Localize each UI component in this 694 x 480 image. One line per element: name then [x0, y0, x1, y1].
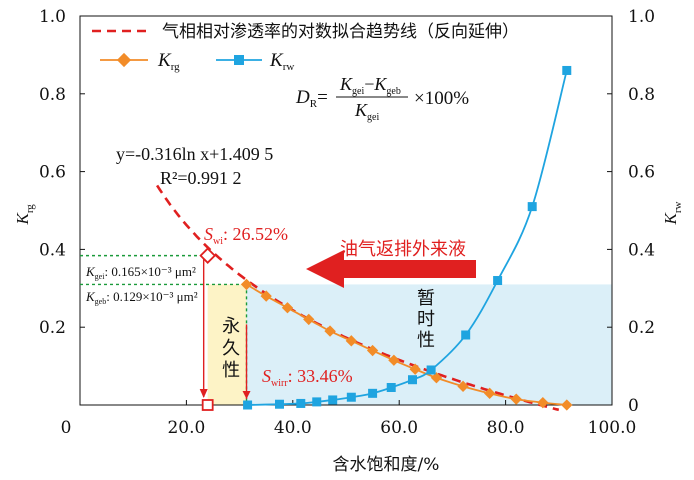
krw-point: [346, 392, 356, 402]
krg-point: [409, 363, 421, 375]
y-right-tick-label: 0: [628, 396, 639, 416]
swirr-drop-arrowhead: [242, 391, 251, 399]
equation-line-1: y=-0.316ln x+1.409 5: [116, 144, 273, 164]
krw-point: [368, 388, 378, 398]
flowback-arrow-label: 油气返排外来液: [340, 239, 466, 260]
krg-point: [366, 344, 379, 357]
flowback-arrow: [306, 250, 476, 288]
y-left-tick-label: 1.0: [39, 7, 66, 27]
legend: 气相相对渗透率的对数拟合趋势线（反向延伸） Krg Krw: [92, 22, 519, 73]
y-left-tick-label: 0.8: [39, 85, 66, 105]
swi-annotation: Swi: 26.52%: [204, 224, 288, 247]
x-tick-label: 0: [61, 418, 72, 438]
y-left-tick-label: 0.4: [39, 240, 66, 260]
krw-point: [527, 202, 537, 212]
guide-lines: [80, 254, 251, 405]
dr-formula: DR= Kgei−Kgeb Kgei ×100%: [295, 74, 469, 123]
region-label-char: 时: [417, 309, 435, 330]
krw-point: [408, 375, 417, 385]
axis-ticks: 0 20.0 40.0 60.0 80.0 100.000.2 0.20.4 0.40.6 0.…: [39, 7, 655, 438]
legend-krg-swatch-marker: [116, 52, 132, 68]
krg-point: [388, 354, 400, 366]
x-tick-label: 20.0: [167, 418, 205, 438]
x-tick-label: 100.0: [588, 418, 637, 438]
krw-point: [296, 398, 306, 408]
krw-point: [562, 65, 572, 75]
krw-markers: [243, 65, 572, 410]
krw-point: [461, 330, 471, 340]
y-axis-left-label: Krg: [13, 204, 36, 226]
krg-markers: [240, 278, 573, 411]
krg-point: [240, 278, 253, 291]
krw-point: [386, 382, 396, 392]
krw-point: [312, 397, 322, 407]
swi-drop-arrowhead: [199, 389, 208, 398]
x-tick-label: 40.0: [274, 418, 312, 438]
svg-text:Kgei−Kgeb: Kgei−Kgeb: [339, 74, 401, 97]
permanent-damage-region: [207, 284, 247, 405]
krw-point: [243, 400, 253, 410]
region-label-char: 久: [222, 338, 240, 359]
krg-point: [303, 313, 315, 326]
x-tick-label: 60.0: [380, 418, 418, 438]
svg-text:DR=: DR=: [295, 87, 328, 110]
region-label-char: 永: [222, 316, 240, 337]
special-markers: [199, 247, 217, 411]
krw-point: [426, 365, 436, 375]
swirr-annotation: Swirr: 33.46%: [262, 366, 353, 389]
krg-point: [430, 372, 443, 384]
legend-krw-label: Krw: [269, 50, 294, 73]
svg-text:Kgei: Kgei: [354, 100, 379, 123]
krg-point: [345, 335, 357, 347]
kgeb-annotation: Kgeb: 0.129×10⁻³ μm²: [85, 289, 198, 306]
y-left-tick-label: 0.6: [39, 163, 66, 183]
krg-point: [561, 399, 573, 411]
legend-krw-swatch-marker: [234, 55, 244, 65]
y-right-tick-label: 0.4: [628, 240, 655, 260]
kgei-annotation: Kgei: 0.165×10⁻³ μm²: [85, 264, 196, 281]
krw-point: [493, 276, 503, 286]
swi-marker: [199, 247, 217, 264]
temporary-label: 暂时性: [417, 288, 435, 351]
krg-point: [537, 397, 549, 409]
x-tick-label: 80.0: [487, 418, 525, 438]
x-axis-label: 含水饱和度/%: [333, 455, 440, 475]
equation-line-2: R²=0.991 2: [160, 168, 242, 188]
y-right-tick-label: 1.0: [628, 7, 655, 27]
krg-point: [483, 387, 496, 399]
swi-axis-marker: [201, 399, 214, 411]
krw-point: [328, 395, 338, 405]
y-axis-right-label: Krw: [661, 201, 684, 225]
svg-text:×100%: ×100%: [414, 88, 469, 109]
y-left-tick-label: 0.2: [39, 318, 66, 338]
plot-frame: [79, 15, 613, 406]
temporary-damage-region: [246, 284, 613, 405]
krg-point: [281, 302, 294, 314]
region-label-char: 性: [222, 360, 240, 381]
legend-trend-label: 气相相对渗透率的对数拟合趋势线（反向延伸）: [162, 22, 519, 42]
y-right-tick-label: 0.8: [628, 85, 655, 105]
y-right-tick-label: 0.2: [628, 318, 655, 338]
y-right-tick-label: 0.6: [628, 163, 655, 183]
region-label-char: 暂: [417, 288, 435, 309]
legend-krg-label: Krg: [157, 50, 180, 73]
region-label-char: 性: [417, 330, 435, 351]
krg-point: [510, 393, 522, 405]
permanent-label: 永久性: [222, 316, 240, 381]
krg-point: [457, 380, 469, 392]
krg-point: [324, 325, 336, 337]
krw-point: [275, 399, 284, 409]
krg-point: [260, 290, 272, 302]
